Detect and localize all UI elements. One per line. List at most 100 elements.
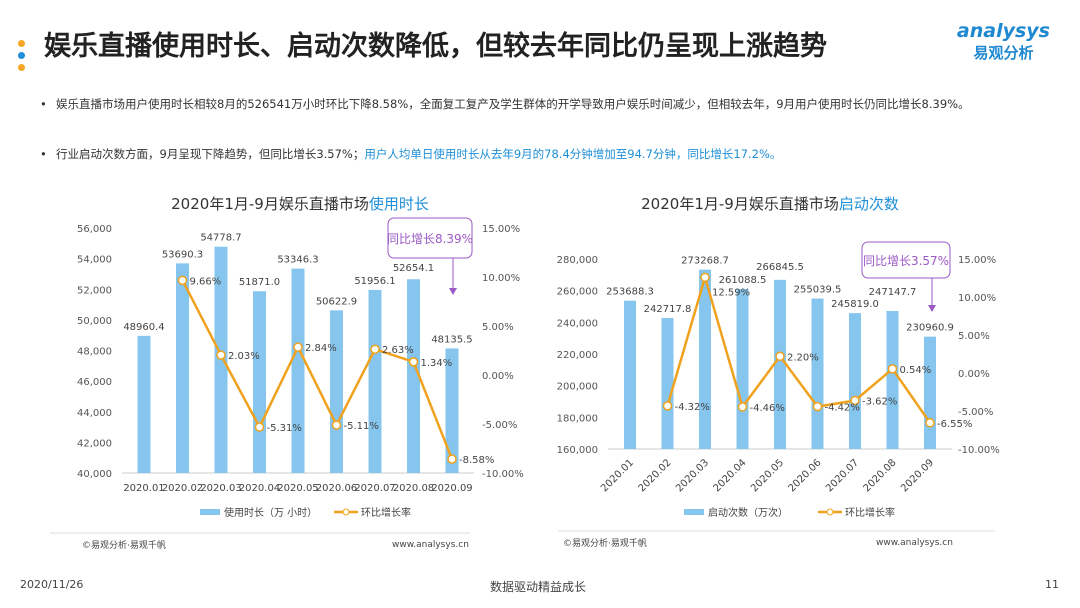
bar — [736, 288, 749, 449]
legend-bar-swatch — [200, 509, 220, 515]
chart1-title: 2020年1月-9月娱乐直播市场使用时长 — [171, 195, 429, 213]
x-tick-label: 2020.06 — [787, 457, 824, 494]
analysys-logo: analysys 易观分析 — [957, 20, 1050, 63]
bar-data-label: 266845.5 — [756, 262, 804, 273]
growth-point — [293, 342, 303, 352]
page-number: 11 — [1045, 578, 1059, 591]
title-dots-icon — [18, 40, 26, 76]
page-title: 娱乐直播使用时长、启动次数降低，但较去年同比仍呈现上涨趋势 — [44, 31, 827, 62]
bar — [291, 268, 305, 473]
y2-tick-label: 15.00% — [958, 255, 996, 266]
annotation-arrow-head — [449, 288, 457, 295]
annotation-box — [861, 241, 951, 279]
growth-data-label: -8.58% — [459, 455, 494, 466]
y-tick-label: 56,000 — [77, 224, 112, 235]
growth-data-label: 2.03% — [228, 351, 260, 362]
bar-data-label: 51956.1 — [354, 276, 395, 287]
y-tick-label: 180,000 — [557, 413, 598, 424]
chart2-title: 2020年1月-9月娱乐直播市场启动次数 — [641, 195, 899, 213]
bar-data-label: 245819.0 — [831, 299, 879, 310]
growth-data-label: -4.32% — [675, 402, 710, 413]
chart-url: www.analysys.cn — [392, 540, 469, 550]
y-tick-label: 40,000 — [77, 469, 112, 480]
growth-point — [737, 402, 748, 412]
growth-data-label: 2.63% — [382, 345, 414, 356]
x-tick-label: 2020.03 — [200, 483, 241, 494]
annotation-text: 同比增长8.39% — [387, 232, 473, 246]
bar-data-label: 230960.9 — [906, 323, 954, 334]
y-tick-label: 50,000 — [77, 316, 112, 327]
y2-tick-label: -5.00% — [482, 420, 517, 431]
x-tick-label: 2020.01 — [123, 483, 164, 494]
x-tick-label: 2020.03 — [674, 457, 711, 494]
growth-point — [177, 275, 188, 286]
x-tick-label: 2020.04 — [239, 483, 280, 494]
bar-data-label: 51871.0 — [239, 277, 280, 288]
annotation-arrow-head — [928, 305, 936, 312]
growth-point — [447, 454, 457, 464]
growth-point — [850, 395, 860, 406]
growth-data-label: 2.84% — [305, 343, 337, 354]
bar — [661, 318, 674, 449]
y-tick-label: 52,000 — [77, 285, 112, 296]
bar-data-label: 242717.8 — [644, 304, 692, 315]
y2-tick-label: 5.00% — [958, 331, 990, 342]
y-tick-label: 200,000 — [557, 382, 598, 393]
bar — [624, 300, 636, 449]
growth-data-label: -6.55% — [937, 419, 972, 430]
chart-source: ©易观分析·易观千帆 — [563, 537, 647, 549]
bar — [368, 289, 382, 473]
x-tick-label: 2020.07 — [824, 457, 861, 494]
bar-data-label: 255039.5 — [794, 285, 842, 296]
growth-data-label: -4.42% — [825, 403, 860, 414]
logo-cn: 易观分析 — [973, 44, 1034, 62]
x-tick-label: 2020.08 — [393, 483, 434, 494]
growth-point — [812, 401, 823, 412]
y2-tick-label: -5.00% — [958, 407, 993, 418]
x-tick-label: 2020.07 — [354, 483, 395, 494]
legend-line-label: 环比增长率 — [361, 506, 411, 519]
growth-data-label: 0.54% — [900, 365, 932, 376]
y-tick-label: 240,000 — [557, 318, 598, 329]
logo-en: analysys — [956, 20, 1050, 42]
bar — [774, 279, 786, 449]
bullet-1: • 娱乐直播市场用户使用时长相较8月的526541万小时环比下降8.58%，全面复… — [40, 97, 970, 111]
y2-tick-label: 0.00% — [958, 369, 990, 380]
y2-tick-label: -10.00% — [958, 445, 1000, 456]
x-tick-label: 2020.08 — [862, 457, 899, 494]
y-tick-label: 48,000 — [77, 347, 112, 358]
bar-data-label: 48135.5 — [431, 334, 472, 345]
legend-bar-swatch — [684, 509, 704, 515]
bar-data-label: 48960.4 — [123, 322, 164, 333]
y2-tick-label: 15.00% — [482, 224, 520, 235]
legend-line-marker — [342, 508, 350, 516]
growth-data-label: -5.11% — [344, 421, 379, 432]
bar — [924, 336, 936, 449]
footer-date: 2020/11/26 — [20, 578, 84, 591]
bar-data-label: 53690.3 — [162, 249, 203, 260]
growth-data-label: -5.31% — [267, 423, 302, 434]
bar — [253, 291, 266, 473]
growth-point — [331, 420, 342, 430]
bar-data-label: 247147.7 — [869, 287, 917, 298]
y2-tick-label: 10.00% — [482, 273, 520, 284]
growth-point — [408, 357, 419, 367]
growth-point — [370, 344, 380, 354]
y2-tick-label: 5.00% — [482, 322, 514, 333]
growth-data-label: -3.62% — [862, 397, 897, 408]
growth-point — [775, 351, 785, 362]
growth-point — [216, 350, 226, 360]
bar-data-label: 261088.5 — [719, 275, 767, 286]
x-tick-label: 2020.04 — [712, 457, 749, 494]
y2-tick-label: 0.00% — [482, 371, 514, 382]
growth-point — [887, 364, 898, 374]
growth-point — [254, 422, 265, 432]
growth-line — [181, 279, 454, 460]
chart-source: ©易观分析·易观千帆 — [82, 539, 166, 551]
y-tick-label: 160,000 — [557, 445, 598, 456]
bar-data-label: 273268.7 — [681, 256, 729, 267]
annotation-box — [387, 217, 473, 259]
y-tick-label: 44,000 — [77, 408, 112, 419]
growth-data-label: 9.66% — [190, 276, 222, 287]
y-tick-label: 280,000 — [557, 255, 598, 266]
